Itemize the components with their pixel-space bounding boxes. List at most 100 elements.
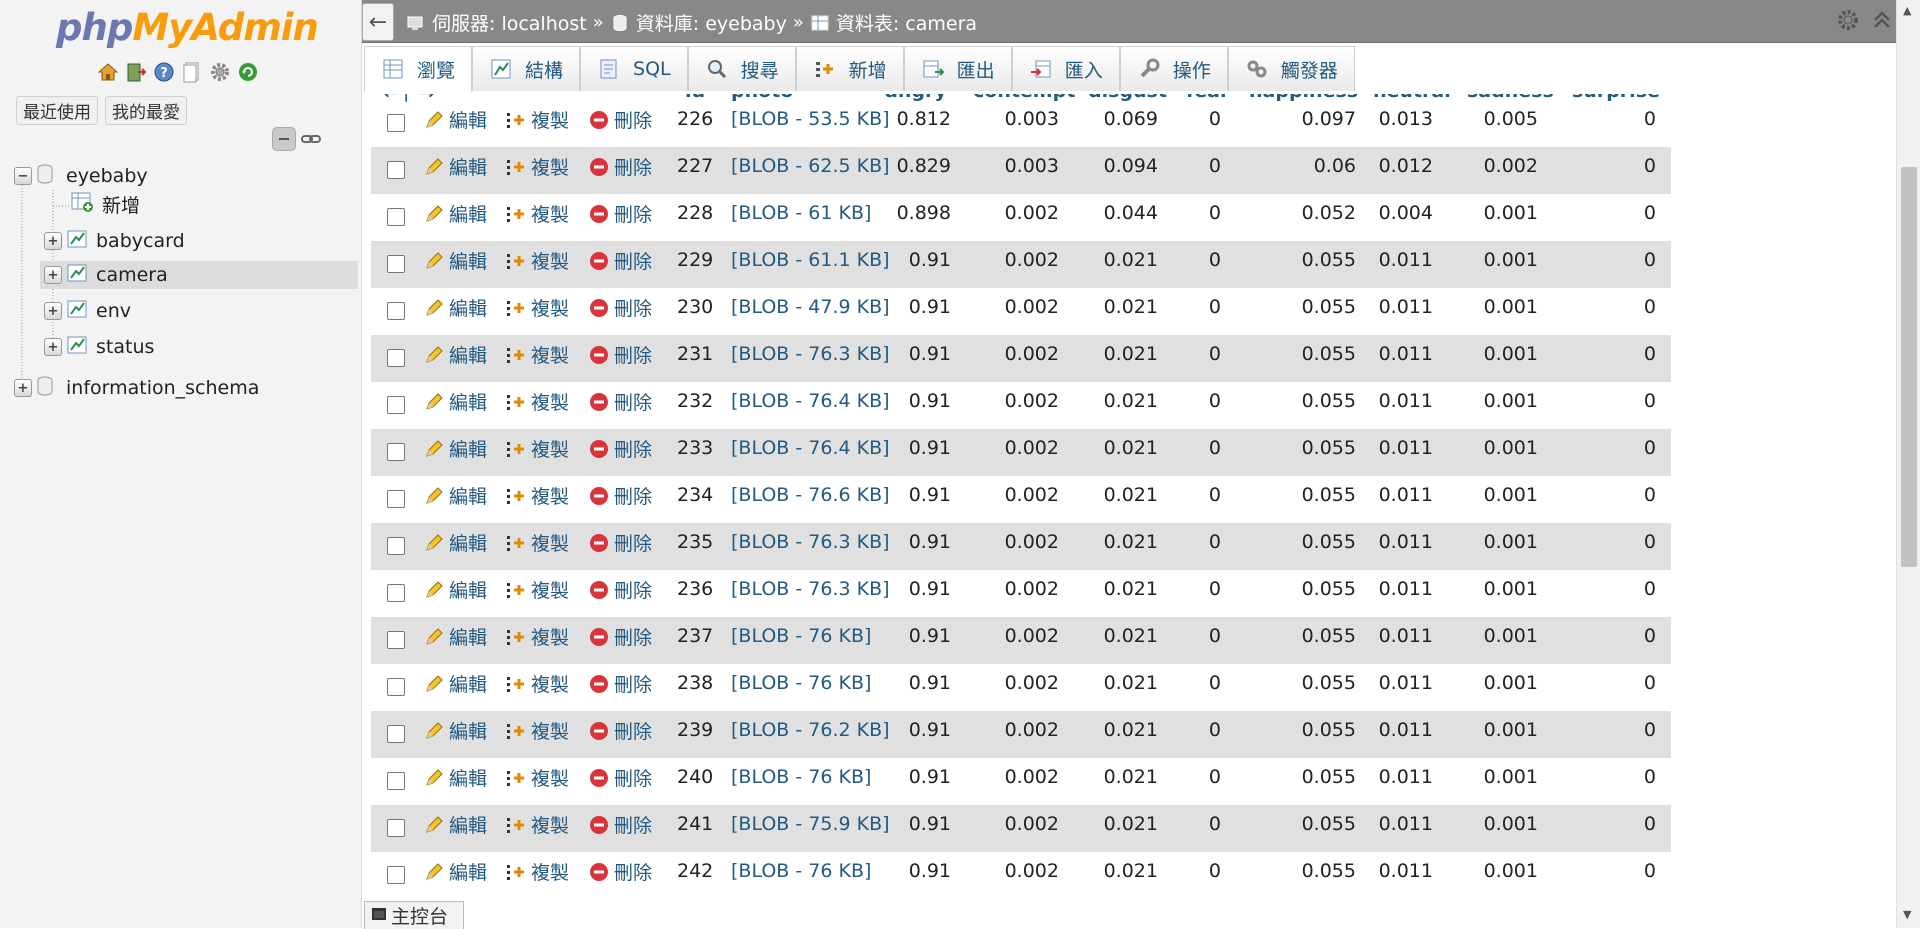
cell-photo-blob-link[interactable]: [BLOB - 76.2 KB] [731,719,890,741]
row-checkbox[interactable] [387,255,405,273]
scroll-up-arrow[interactable]: ▲ [1903,4,1912,17]
breadcrumb-server[interactable]: 伺服器: localhost [432,13,587,35]
tab-operations[interactable]: 操作 [1119,46,1228,91]
edit-row-action[interactable]: 編輯 [423,341,487,368]
collapse-icon[interactable] [272,127,296,151]
tab-search[interactable]: 搜尋 [687,46,796,91]
expand-icon[interactable]: + [44,266,62,284]
delete-row-action[interactable]: 刪除 [588,435,652,462]
tab-browse[interactable]: 瀏覽 [364,46,473,92]
row-checkbox[interactable] [387,631,405,649]
column-header-angry[interactable]: angry [885,94,947,102]
cell-photo-blob-link[interactable]: [BLOB - 76 KB] [731,625,872,647]
expand-icon[interactable]: + [44,338,62,356]
arrow-right-icon[interactable]: → [419,94,435,104]
cell-photo-blob-link[interactable]: [BLOB - 76.4 KB] [731,390,890,412]
breadcrumb-database[interactable]: 資料庫: eyebaby [635,13,787,35]
phpmyadmin-logo[interactable]: phpMyAdmin [56,6,319,49]
favorites-button[interactable]: 我的最愛 [105,96,187,125]
docs-icon[interactable] [180,60,203,83]
home-icon[interactable] [96,60,119,83]
column-header-neutral[interactable]: neutral [1373,94,1451,102]
edit-row-action[interactable]: 編輯 [423,576,487,603]
copy-row-action[interactable]: 複製 [505,576,569,603]
row-checkbox[interactable] [387,584,405,602]
cell-photo-blob-link[interactable]: [BLOB - 76.3 KB] [731,531,890,553]
edit-row-action[interactable]: 編輯 [423,529,487,556]
copy-row-action[interactable]: 複製 [505,153,569,180]
copy-row-action[interactable]: 複製 [505,435,569,462]
tab-export[interactable]: 匯出 [903,46,1012,91]
scroll-down-arrow[interactable]: ▼ [1903,908,1912,921]
row-checkbox[interactable] [387,725,405,743]
row-checkbox[interactable] [387,114,405,132]
delete-row-action[interactable]: 刪除 [588,811,652,838]
copy-row-action[interactable]: 複製 [505,200,569,227]
column-header-id[interactable]: id [685,94,705,102]
tab-import[interactable]: 匯入 [1011,46,1120,91]
row-checkbox[interactable] [387,772,405,790]
edit-row-action[interactable]: 編輯 [423,858,487,885]
tab-structure[interactable]: 結構 [472,46,581,91]
edit-row-action[interactable]: 編輯 [423,670,487,697]
settings-icon[interactable] [208,60,231,83]
row-checkbox[interactable] [387,819,405,837]
column-header-sadness[interactable]: sadness [1467,94,1554,102]
tree-table-camera[interactable]: + camera [40,261,358,289]
edit-row-action[interactable]: 編輯 [423,153,487,180]
edit-row-action[interactable]: 編輯 [423,106,487,133]
column-header-fear[interactable]: fear [1186,94,1229,102]
cell-photo-blob-link[interactable]: [BLOB - 62.5 KB] [731,155,890,177]
delete-row-action[interactable]: 刪除 [588,294,652,321]
cell-photo-blob-link[interactable]: [BLOB - 76.3 KB] [731,343,890,365]
copy-row-action[interactable]: 複製 [505,106,569,133]
edit-row-action[interactable]: 編輯 [423,717,487,744]
tab-triggers[interactable]: 觸發器 [1227,46,1355,91]
tree-table-status[interactable]: + status [44,333,354,361]
cell-photo-blob-link[interactable]: [BLOB - 53.5 KB] [731,108,890,130]
column-header-photo[interactable]: photo [731,94,793,102]
delete-row-action[interactable]: 刪除 [588,717,652,744]
gear-icon[interactable] [1836,8,1860,36]
row-checkbox[interactable] [387,302,405,320]
cell-photo-blob-link[interactable]: [BLOB - 76.4 KB] [731,437,890,459]
breadcrumb-table[interactable]: 資料表: camera [835,13,978,35]
tree-db-eyebaby[interactable]: − eyebaby [14,162,354,190]
cell-photo-blob-link[interactable]: [BLOB - 47.9 KB] [731,296,890,318]
row-checkbox[interactable] [387,678,405,696]
row-checkbox[interactable] [387,396,405,414]
delete-row-action[interactable]: 刪除 [588,247,652,274]
delete-row-action[interactable]: 刪除 [588,200,652,227]
vertical-scrollbar[interactable]: ▲ ▼ [1896,0,1920,928]
edit-row-action[interactable]: 編輯 [423,435,487,462]
cell-photo-blob-link[interactable]: [BLOB - 61 KB] [731,202,872,224]
delete-row-action[interactable]: 刪除 [588,764,652,791]
column-header-disgust[interactable]: disgust [1088,94,1167,102]
row-checkbox[interactable] [387,537,405,555]
delete-row-action[interactable]: 刪除 [588,858,652,885]
cell-photo-blob-link[interactable]: [BLOB - 76 KB] [731,766,872,788]
copy-row-action[interactable]: 複製 [505,717,569,744]
delete-row-action[interactable]: 刪除 [588,388,652,415]
cell-photo-blob-link[interactable]: [BLOB - 61.1 KB] [731,249,890,271]
copy-row-action[interactable]: 複製 [505,858,569,885]
edit-row-action[interactable]: 編輯 [423,623,487,650]
delete-row-action[interactable]: 刪除 [588,341,652,368]
edit-row-action[interactable]: 編輯 [423,388,487,415]
copy-row-action[interactable]: 複製 [505,247,569,274]
row-checkbox[interactable] [387,349,405,367]
row-checkbox[interactable] [387,443,405,461]
delete-row-action[interactable]: 刪除 [588,576,652,603]
help-icon[interactable]: ? [152,60,175,83]
column-header-contempt[interactable]: contempt [973,94,1075,102]
tab-sql[interactable]: SQL [580,46,688,91]
edit-row-action[interactable]: 編輯 [423,294,487,321]
recent-button[interactable]: 最近使用 [16,96,98,125]
column-header-surprise[interactable]: surprise [1572,94,1660,102]
delete-row-action[interactable]: 刪除 [588,529,652,556]
arrow-left-icon[interactable]: ← [383,94,399,104]
tab-insert[interactable]: 新增 [795,46,904,91]
edit-row-action[interactable]: 編輯 [423,811,487,838]
column-header-happiness[interactable]: happiness [1249,94,1358,102]
copy-row-action[interactable]: 複製 [505,529,569,556]
